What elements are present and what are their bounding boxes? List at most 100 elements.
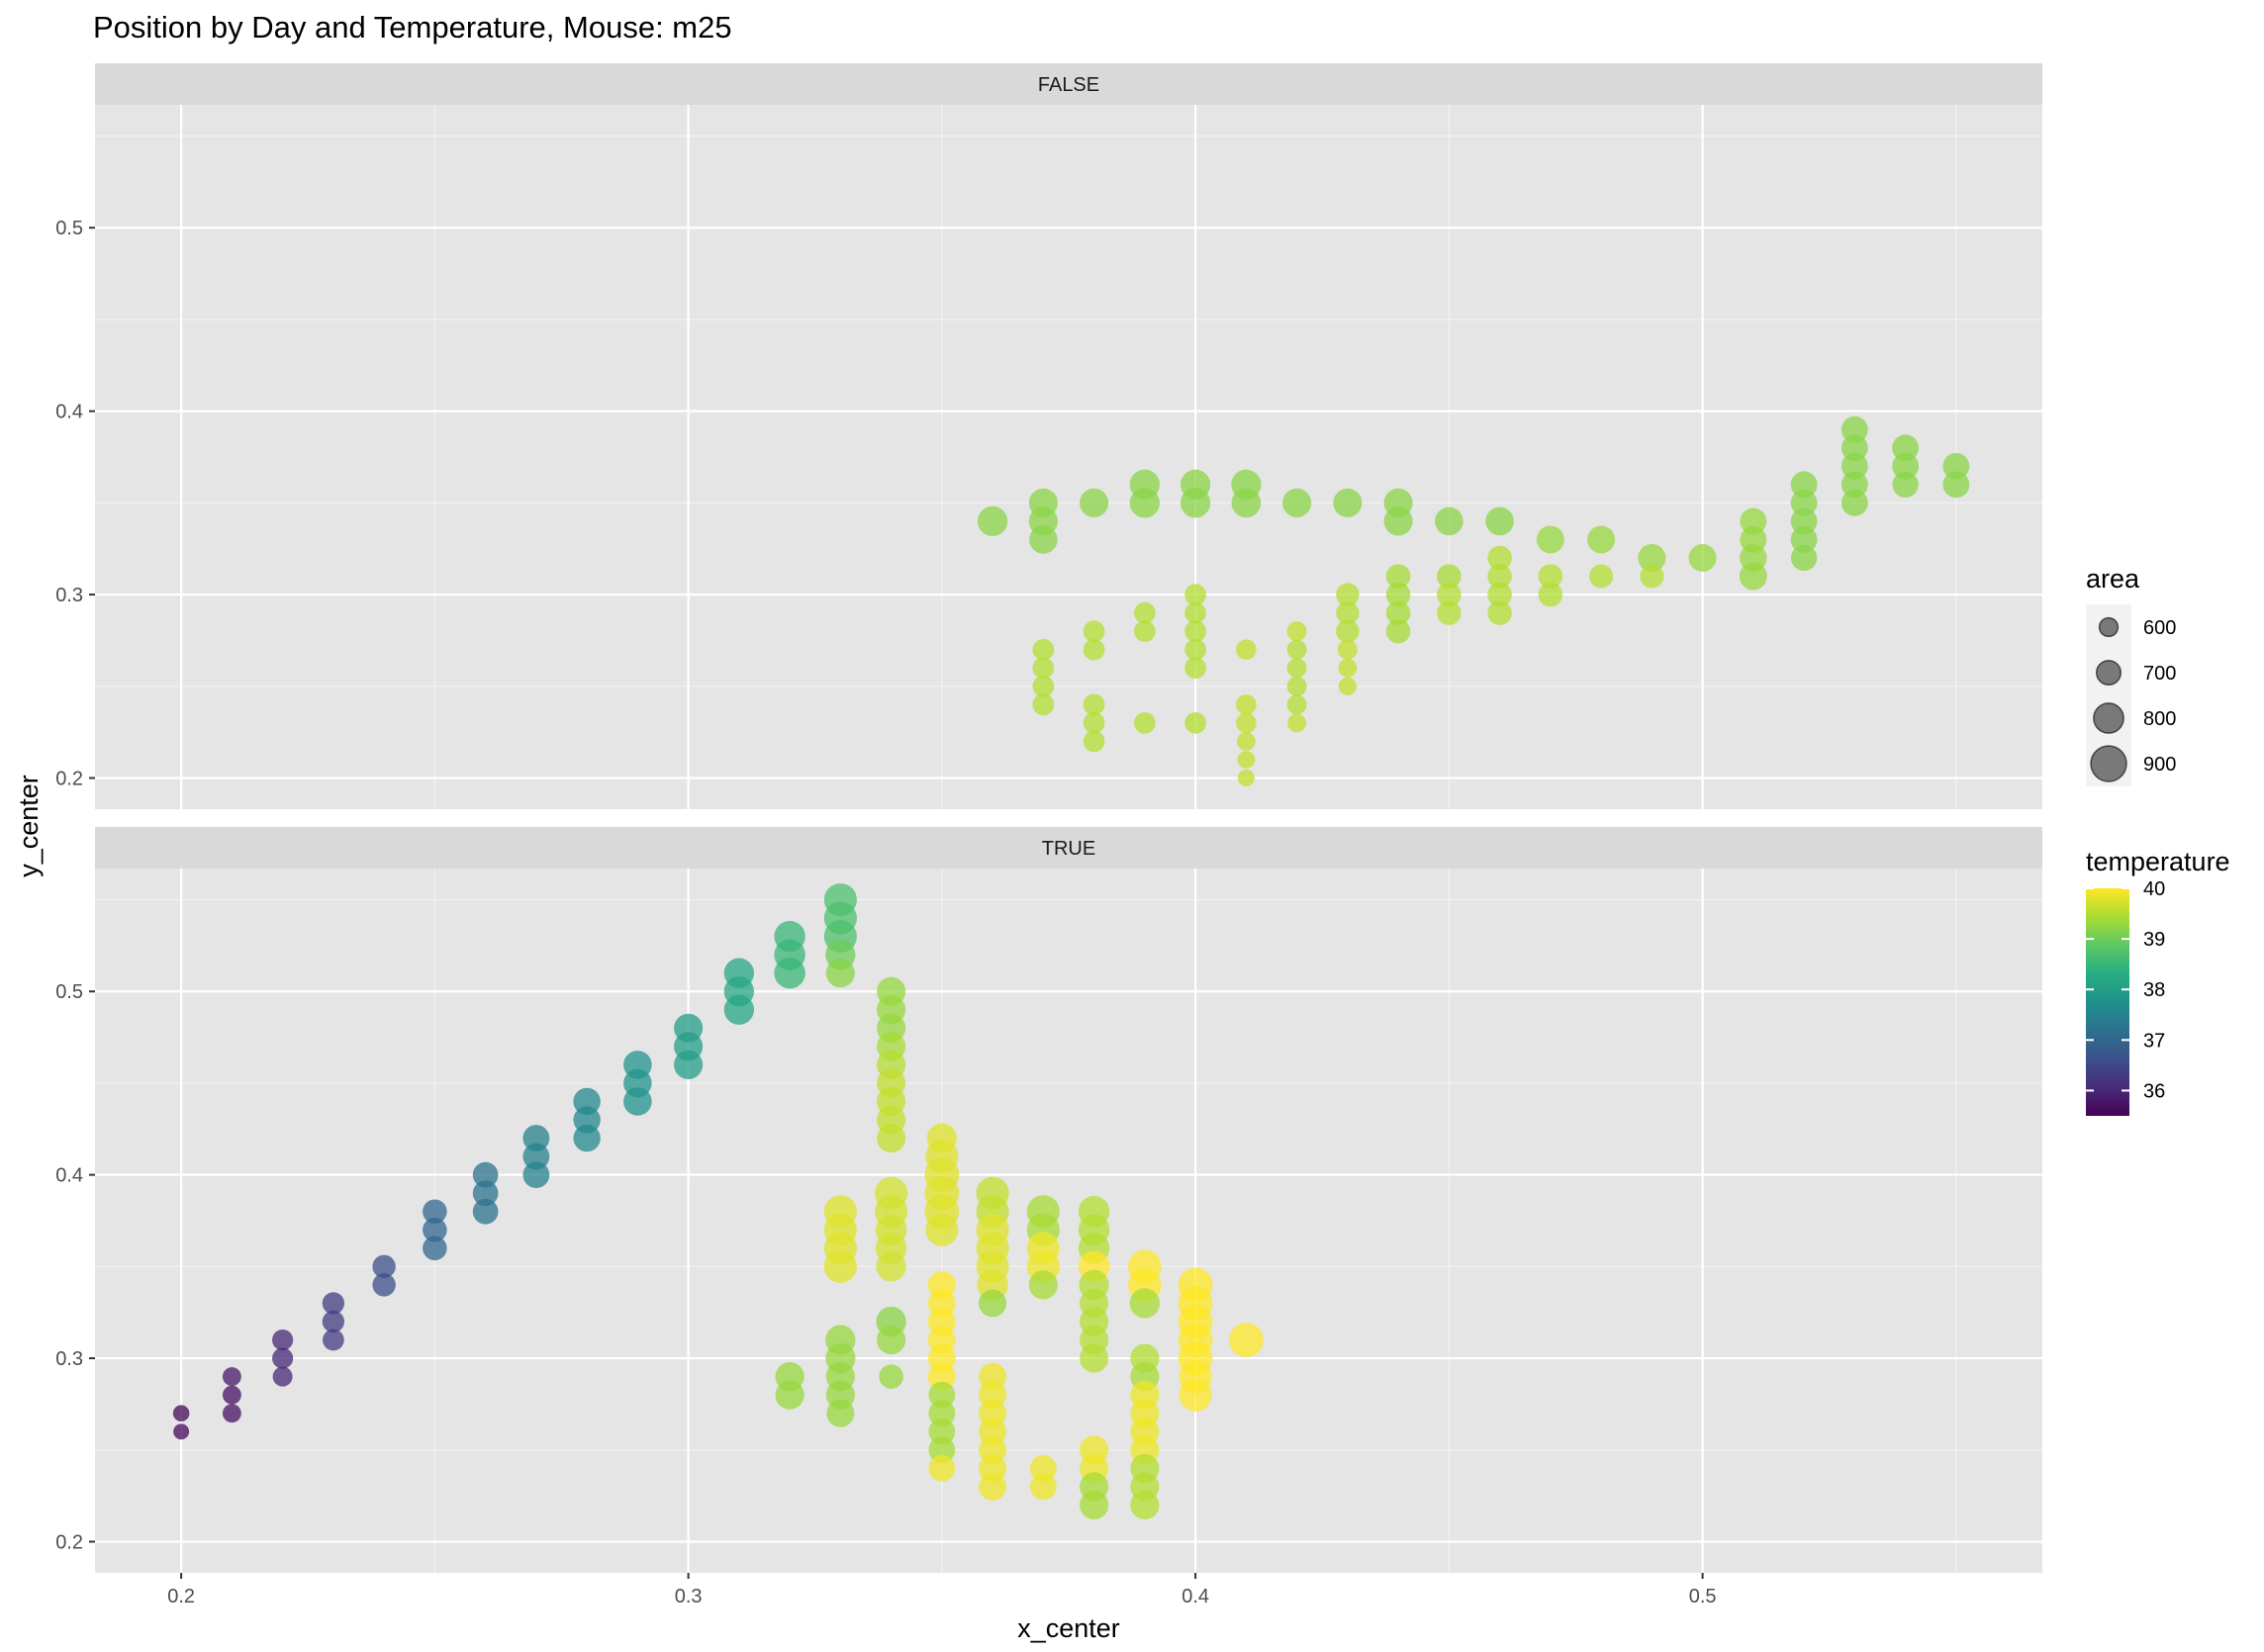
size-legend-label: 600 (2143, 617, 2176, 639)
y-axis-ticks-false: 0.2 0.3 0.4 0.5 (55, 218, 95, 789)
data-point (1437, 600, 1462, 625)
data-point (1236, 731, 1256, 751)
colorbar-ticks: 40 39 38 37 36 (2086, 878, 2165, 1102)
data-point (222, 1404, 241, 1423)
data-point (1437, 582, 1462, 607)
data-point (876, 1251, 906, 1282)
colorbar-label: 36 (2143, 1080, 2165, 1102)
x-tick-label: 0.2 (167, 1586, 195, 1607)
data-point (1032, 675, 1055, 697)
data-point (1129, 1288, 1161, 1319)
y-axis-label: y_center (14, 775, 44, 877)
x-axis-ticks: 0.2 0.3 0.4 0.5 (167, 1573, 1717, 1607)
data-point (1184, 638, 1206, 661)
panel-background-false (95, 105, 2042, 809)
size-legend-key (2090, 745, 2127, 782)
size-legend-keys: 600 700 800 900 (2086, 604, 2176, 786)
data-point (928, 1418, 956, 1445)
facet-panel-true: TRUE 0.2 0.3 0.4 0.5 (55, 827, 2042, 1573)
data-point (1337, 639, 1358, 660)
gridlines-true (95, 869, 2042, 1573)
data-point (1286, 621, 1307, 642)
data-point (1589, 564, 1614, 589)
data-point (1231, 488, 1262, 518)
data-point (272, 1329, 294, 1351)
data-point (322, 1310, 345, 1333)
data-point (1338, 658, 1358, 678)
size-legend: area 600 700 800 900 (2086, 564, 2176, 786)
panel-background-true (95, 869, 2042, 1573)
data-point (1437, 564, 1462, 589)
data-point (1134, 601, 1156, 624)
data-point (1840, 489, 1868, 516)
data-point (222, 1367, 241, 1387)
data-point (927, 1362, 956, 1391)
data-point (1083, 730, 1105, 753)
data-point (1282, 488, 1312, 517)
data-point (1840, 415, 1868, 443)
y-tick-label: 0.5 (55, 218, 83, 239)
data-point (928, 1454, 956, 1482)
data-point (1236, 712, 1257, 734)
data-point (928, 1436, 956, 1464)
data-point (775, 1380, 804, 1410)
data-point (1487, 600, 1512, 625)
data-point (1184, 711, 1206, 734)
x-axis-label: x_center (1017, 1613, 1120, 1643)
data-point (1942, 452, 1970, 480)
data-point (322, 1292, 345, 1315)
data-point (272, 1366, 293, 1387)
data-point (173, 1423, 190, 1440)
y-tick-label: 0.4 (55, 1165, 83, 1187)
data-point (1236, 639, 1257, 660)
data-point (1129, 488, 1161, 518)
data-point (1385, 582, 1411, 607)
data-point (423, 1236, 447, 1261)
data-point (1338, 677, 1358, 695)
size-legend-title: area (2086, 564, 2140, 594)
y-tick-label: 0.3 (55, 1348, 83, 1370)
data-point (877, 1325, 906, 1355)
data-point (573, 1124, 601, 1152)
data-point (1790, 507, 1818, 535)
data-point (623, 1087, 652, 1116)
colorbar-label: 37 (2143, 1030, 2165, 1052)
data-point (1029, 1454, 1057, 1482)
data-point (1790, 526, 1818, 553)
data-point (1688, 543, 1717, 572)
colorbar (2086, 888, 2129, 1116)
points-false (977, 415, 1970, 787)
data-point (1184, 657, 1206, 680)
data-point (1083, 638, 1105, 661)
colorbar-label: 40 (2143, 878, 2165, 900)
data-point (522, 1161, 550, 1189)
data-point (1080, 488, 1109, 517)
data-point (522, 1125, 550, 1151)
y-tick-label: 0.2 (55, 1531, 83, 1553)
colorbar-label: 38 (2143, 979, 2165, 1001)
data-point (674, 1050, 704, 1079)
data-point (877, 1123, 906, 1153)
y-axis-ticks-true: 0.2 0.3 0.4 0.5 (55, 981, 95, 1553)
y-tick-label: 0.5 (55, 981, 83, 1003)
data-point (1130, 1490, 1160, 1519)
data-point (1536, 525, 1564, 554)
data-point (1487, 545, 1512, 571)
data-point (323, 1329, 344, 1351)
strip-label-true: TRUE (1042, 838, 1095, 860)
data-point (1287, 713, 1307, 733)
data-point (1083, 711, 1105, 734)
chart-title: Position by Day and Temperature, Mouse: … (93, 10, 732, 45)
data-point (825, 959, 855, 988)
data-point (1333, 488, 1363, 517)
data-point (1892, 452, 1920, 480)
data-point (1236, 694, 1257, 715)
data-point (1740, 507, 1767, 535)
data-point (1286, 639, 1307, 660)
data-point (1942, 471, 1970, 499)
data-point (1739, 562, 1767, 591)
data-point (1083, 693, 1105, 716)
data-point (1485, 506, 1514, 536)
data-point (472, 1180, 499, 1207)
y-tick-label: 0.2 (55, 768, 83, 789)
